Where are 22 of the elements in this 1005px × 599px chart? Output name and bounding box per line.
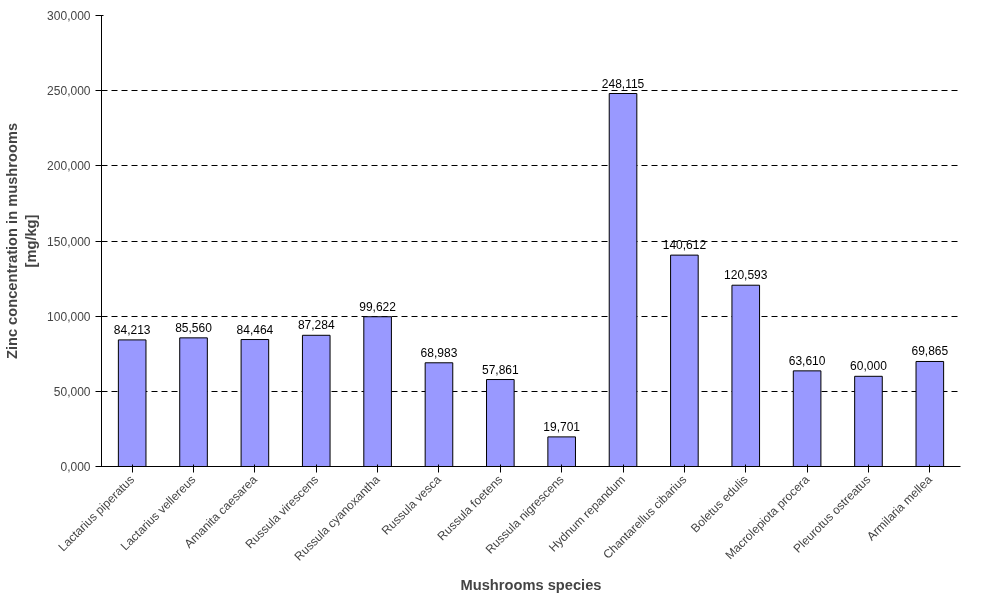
data-label: 69,865 <box>911 344 949 359</box>
data-label: 63,610 <box>788 353 826 368</box>
data-label: 120,593 <box>724 268 768 283</box>
data-label: 57,861 <box>481 362 519 377</box>
data-label: 84,213 <box>113 322 151 337</box>
data-label: 99,622 <box>359 299 397 314</box>
y-tick-label: 150,000 <box>47 234 91 249</box>
x-axis-title: Mushrooms species <box>460 576 602 593</box>
y-tick-label: 250,000 <box>47 84 91 99</box>
data-label: 68,983 <box>420 345 458 360</box>
data-label: 248,115 <box>601 76 645 91</box>
y-tick-label: 200,000 <box>47 159 91 174</box>
data-label: 19,701 <box>543 419 581 434</box>
y-tick-label: 300,000 <box>47 9 91 23</box>
y-tick-label: 0,000 <box>60 460 91 474</box>
data-label: 84,464 <box>236 322 274 337</box>
data-label: 60,000 <box>850 359 888 374</box>
y-tick-label: 100,000 <box>47 309 91 324</box>
data-label: 85,560 <box>175 320 213 335</box>
y-axis-title: Zinc concentration in mushrooms [mg/kg] <box>3 122 40 360</box>
data-label: 87,284 <box>297 318 335 333</box>
y-tick-label: 50,000 <box>53 384 91 399</box>
